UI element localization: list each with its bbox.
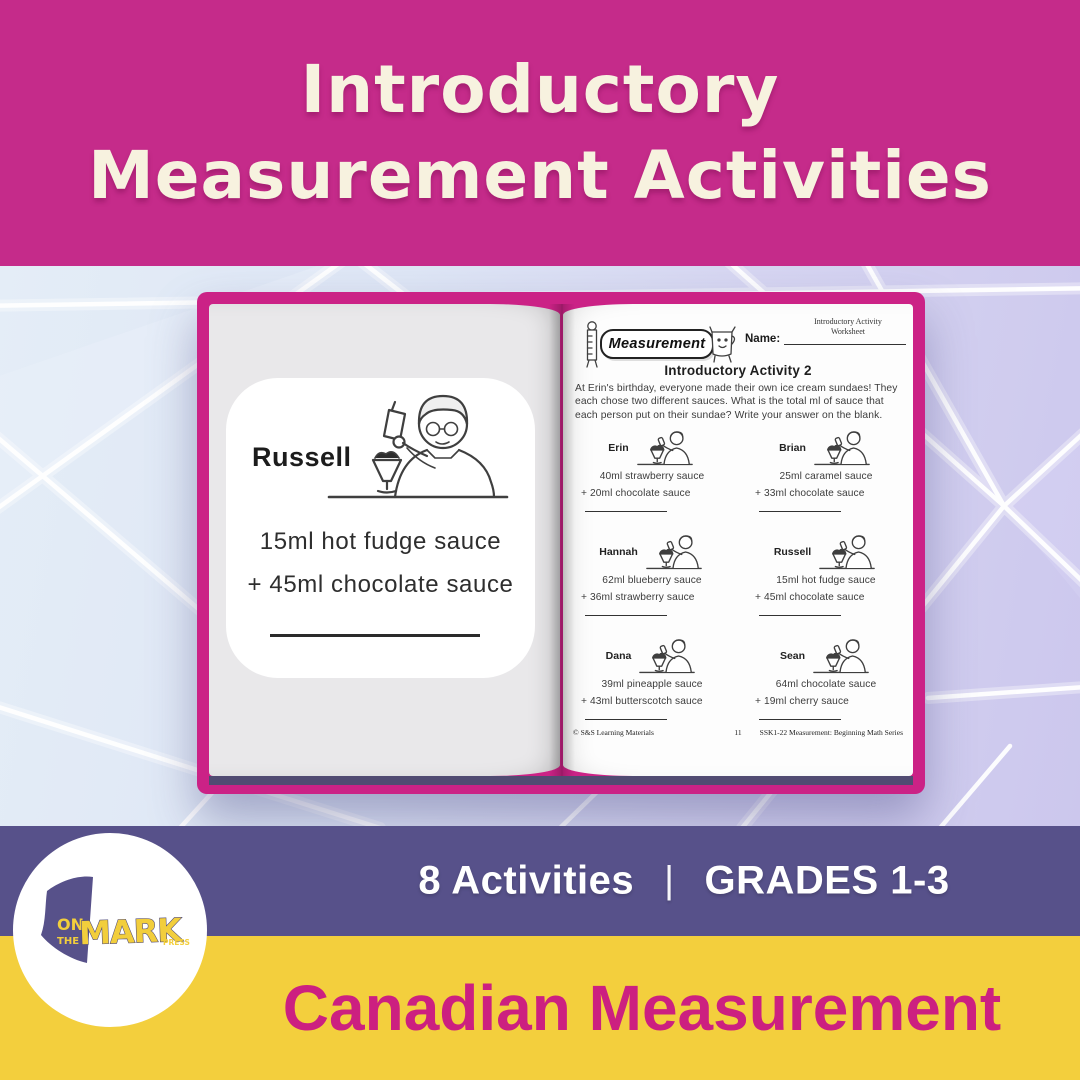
kid-illustration <box>816 531 878 574</box>
worksheet-instructions: At Erin's birthday, everyone made their … <box>575 383 898 421</box>
cell-answer-line <box>759 511 841 512</box>
kid-illustration <box>811 427 873 470</box>
cell-answer-line <box>585 615 667 616</box>
flashcard-name: Russell <box>252 442 352 472</box>
activity-title: Introductory Activity 2 <box>664 363 812 378</box>
title-line-2: Measurement Activities <box>88 137 992 214</box>
book-page-left: Russell 15ml hot fudge sauce + 45ml choc… <box>209 304 560 776</box>
on-the-mark-press-logo: ON THE MARK PRESS <box>13 833 207 1027</box>
cell-name: Brian <box>779 442 806 454</box>
cell-sauce-line-2: + 36ml strawberry sauce <box>581 592 695 603</box>
kid-illustration <box>810 635 872 678</box>
worksheet-cell: Erin 40ml strawberry sauce + 20ml chocol… <box>571 426 733 522</box>
worksheet-corner-note: Introductory Activity Worksheet <box>793 317 903 336</box>
kid-illustration <box>634 427 696 470</box>
open-book: Russell 15ml hot fudge sauce + 45ml choc… <box>197 292 925 794</box>
worksheet-cell: Russell 15ml hot fudge sauce + 45ml choc… <box>745 530 907 626</box>
worksheet-cell: Dana 39ml pineapple sauce + 43ml butters… <box>571 634 733 730</box>
footer-series: SSK1-22 Measurement: Beginning Math Seri… <box>759 728 903 737</box>
cell-sauce-line-2: + 19ml cherry sauce <box>755 696 849 707</box>
worksheet-cells-grid: Erin 40ml strawberry sauce + 20ml chocol… <box>571 426 907 730</box>
name-row: Name: <box>745 333 907 345</box>
grades-range: GRADES 1-3 <box>704 858 950 903</box>
book-page-right-worksheet: Introductory Activity Worksheet Measurem… <box>563 304 913 776</box>
measurement-banner-pill: Measurement <box>600 329 714 359</box>
title-line-1: Introductory <box>300 51 780 128</box>
ruler-character-icon <box>586 321 598 368</box>
flashcard-sauce-line-2: + 45ml chocolate sauce <box>247 571 514 598</box>
cell-sauce-line-1: 25ml caramel sauce <box>779 471 873 482</box>
flashcard-blob: Russell 15ml hot fudge sauce + 45ml choc… <box>226 378 535 678</box>
cell-sauce-line-1: 39ml pineapple sauce <box>601 679 703 690</box>
name-blank-line <box>784 333 907 345</box>
cell-sauce-line-1: 64ml chocolate sauce <box>775 679 877 690</box>
worksheet-cell: Sean 64ml chocolate sauce + 19ml cherry … <box>745 634 907 730</box>
worksheet-cell: Brian 25ml caramel sauce + 33ml chocolat… <box>745 426 907 522</box>
kid-illustration <box>643 531 705 574</box>
cell-answer-line <box>759 719 841 720</box>
book-cover-edge <box>209 776 913 785</box>
measurement-banner: Measurement <box>583 318 743 368</box>
cell-sauce-line-1: 15ml hot fudge sauce <box>776 575 876 586</box>
cell-answer-line <box>585 511 667 512</box>
svg-text:THE: THE <box>57 936 79 947</box>
header-banner: Introductory Measurement Activities <box>0 0 1080 266</box>
activities-count: 8 Activities <box>418 858 635 903</box>
cell-name: Hannah <box>599 546 638 558</box>
cell-name: Sean <box>779 650 806 662</box>
svg-text:ON: ON <box>57 915 84 934</box>
cell-answer-line <box>759 615 841 616</box>
name-label: Name: <box>745 333 781 345</box>
cell-sauce-line-2: + 20ml chocolate sauce <box>581 488 691 499</box>
separator-bar: | <box>664 859 675 902</box>
bottom-band-title: Canadian Measurement <box>282 972 1002 1044</box>
flashcard-sauce-line-1: 15ml hot fudge sauce <box>259 528 502 555</box>
svg-text:PRESS: PRESS <box>163 938 190 947</box>
corner-note-line-2: Worksheet <box>830 326 865 336</box>
cell-name: Russell <box>773 546 812 558</box>
cell-sauce-line-1: 40ml strawberry sauce <box>599 471 705 482</box>
kid-illustration <box>636 635 698 678</box>
cell-name: Dana <box>605 650 632 662</box>
worksheet-cell: Hannah 62ml blueberry sauce + 36ml straw… <box>571 530 733 626</box>
footer-copyright: © S&S Learning Materials <box>573 728 654 737</box>
logo-graphic: ON THE MARK PRESS <box>41 876 190 963</box>
measurement-banner-title: Measurement <box>608 336 706 352</box>
cell-sauce-line-2: + 45ml chocolate sauce <box>755 592 865 603</box>
sundae-boy-illustration <box>327 394 509 499</box>
cell-name: Erin <box>608 442 629 454</box>
corner-note-line-1: Introductory Activity <box>814 317 882 326</box>
cell-sauce-line-1: 62ml blueberry sauce <box>602 575 702 586</box>
cell-sauce-line-2: + 33ml chocolate sauce <box>755 488 865 499</box>
footer-page-number: 11 <box>734 728 742 737</box>
info-band-text: 8 Activities | GRADES 1-3 <box>418 859 949 904</box>
measuring-cup-character-icon <box>709 326 736 363</box>
cell-sauce-line-2: + 43ml butterscotch sauce <box>581 696 703 707</box>
cell-answer-line <box>585 719 667 720</box>
flashcard-answer-line <box>270 634 480 637</box>
svg-text:MARK: MARK <box>78 911 184 953</box>
